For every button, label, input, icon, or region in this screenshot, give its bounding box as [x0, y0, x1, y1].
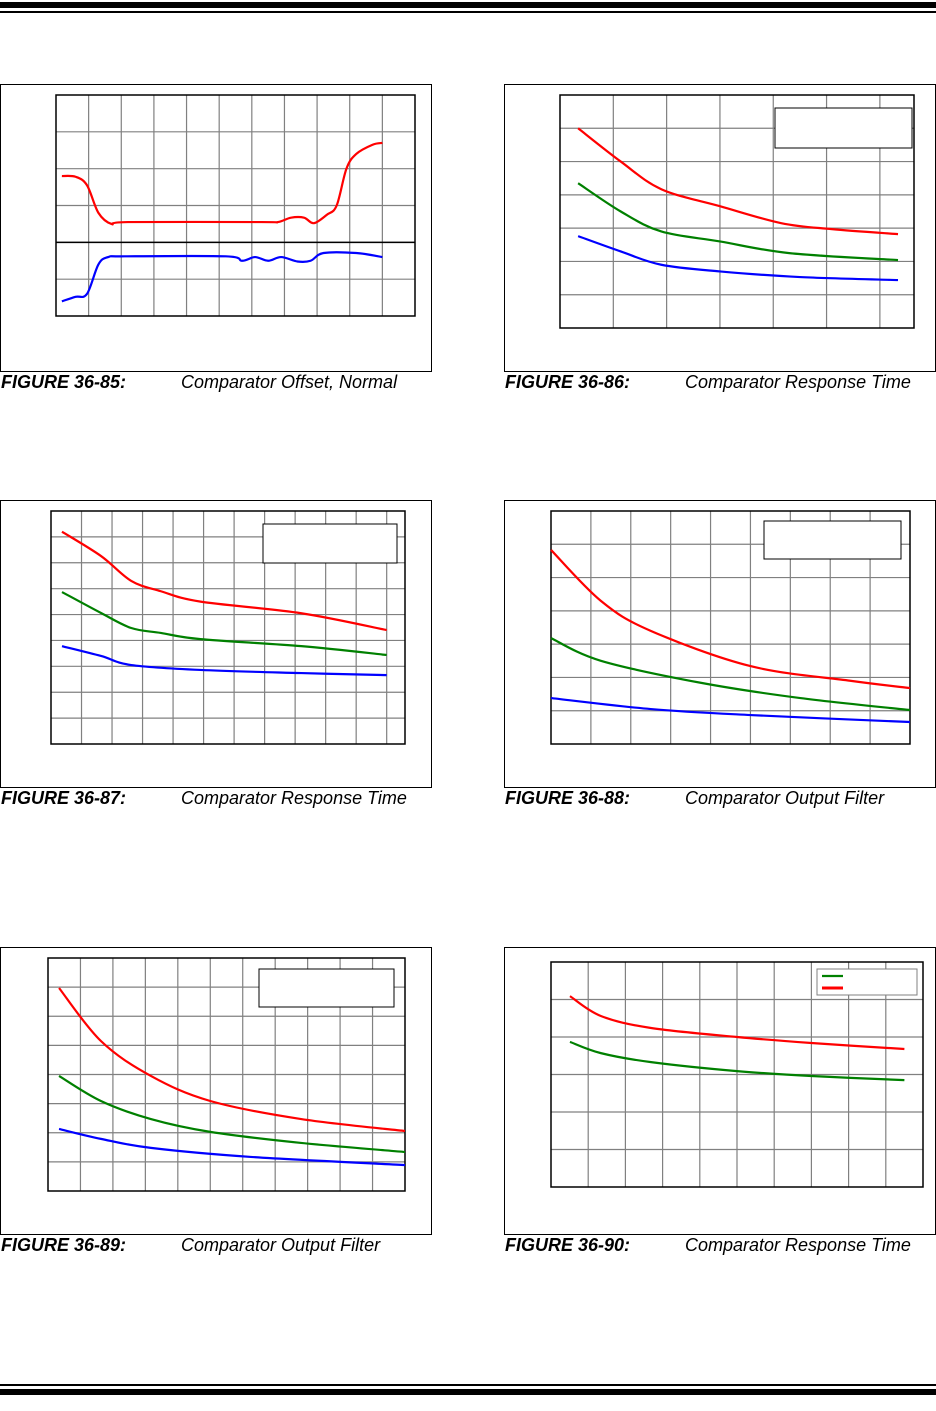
figure-number: FIGURE 36-89: [1, 1235, 127, 1255]
series-line-red [550, 549, 911, 690]
legend-box [262, 523, 398, 564]
series-line-red [61, 141, 383, 226]
chart-svg [47, 957, 406, 1192]
plot-area [47, 957, 406, 1192]
figure-36-85-chart [0, 84, 432, 372]
bottom-rule-thick [0, 1389, 936, 1395]
figure-36-87-chart [0, 500, 432, 788]
figure-title: Comparator Response Time [685, 1235, 911, 1255]
plot-area [50, 510, 406, 745]
top-rule-thin [0, 11, 936, 13]
plot-area [550, 510, 911, 745]
series-line-red [58, 987, 406, 1133]
plot-area [55, 94, 416, 317]
figure-number: FIGURE 36-88: [505, 788, 631, 808]
legend-box [763, 520, 902, 560]
figure-36-88-chart [504, 500, 936, 788]
legend-box [258, 968, 395, 1008]
figure-title: Comparator Offset, Normal [181, 372, 398, 392]
figure-number: FIGURE 36-90: [505, 1235, 631, 1255]
series-line-green [550, 637, 911, 712]
figure-36-89-chart [0, 947, 432, 1235]
series-line-green [58, 1075, 406, 1154]
legend-box [816, 968, 918, 996]
figure-number: FIGURE 36-86: [505, 372, 631, 392]
chart-svg [50, 510, 406, 745]
series-line-blue [550, 696, 911, 724]
series-line-red [61, 530, 387, 632]
series-line-blue [61, 251, 383, 303]
chart-svg [55, 94, 416, 317]
series-line-blue [61, 645, 387, 677]
chart-svg [550, 961, 924, 1188]
bottom-rule-thin [0, 1384, 936, 1386]
top-rule-thick [0, 2, 936, 8]
series-line-red [577, 127, 899, 236]
plot-area [550, 961, 924, 1188]
plot-area [559, 94, 915, 329]
figure-title: Comparator Output Filter [685, 788, 885, 808]
figure-36-86-chart [504, 84, 936, 372]
chart-svg [559, 94, 915, 329]
series-line-green [577, 182, 899, 262]
series-line-green [569, 1040, 905, 1082]
figure-title: Comparator Response Time [181, 788, 407, 808]
series-line-red [569, 995, 905, 1051]
figure-title: Comparator Response Time [685, 372, 911, 392]
series-line-blue [577, 235, 899, 282]
series-line-green [61, 591, 387, 657]
chart-svg [550, 510, 911, 745]
figure-number: FIGURE 36-87: [1, 788, 127, 808]
figure-title: Comparator Output Filter [181, 1235, 381, 1255]
series-line-blue [58, 1127, 406, 1167]
legend-box [774, 107, 913, 149]
figure-number: FIGURE 36-85: [1, 372, 127, 392]
figure-36-90-chart [504, 947, 936, 1235]
